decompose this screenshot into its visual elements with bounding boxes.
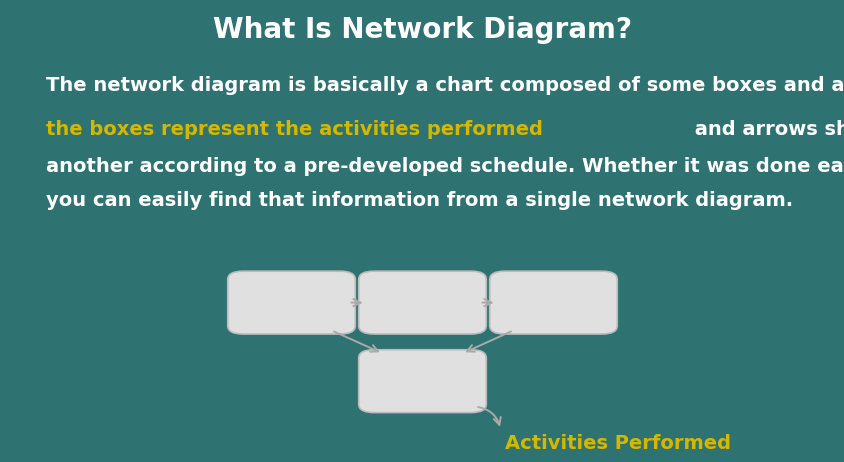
FancyBboxPatch shape [358,271,486,334]
Text: What Is Network Diagram?: What Is Network Diagram? [213,16,631,44]
FancyBboxPatch shape [358,350,486,413]
Text: Activities Performed: Activities Performed [505,434,730,453]
Text: The network diagram is basically a chart composed of some boxes and arrows. Here: The network diagram is basically a chart… [46,76,844,95]
FancyBboxPatch shape [227,271,354,334]
Text: the boxes represent the activities performed: the boxes represent the activities perfo… [46,120,543,139]
Text: another according to a pre-developed schedule. Whether it was done early, or lat: another according to a pre-developed sch… [46,157,844,176]
Text: and arrows show the sequence one after: and arrows show the sequence one after [687,120,844,139]
Text: you can easily find that information from a single network diagram.: you can easily find that information fro… [46,191,793,211]
FancyBboxPatch shape [490,271,616,334]
